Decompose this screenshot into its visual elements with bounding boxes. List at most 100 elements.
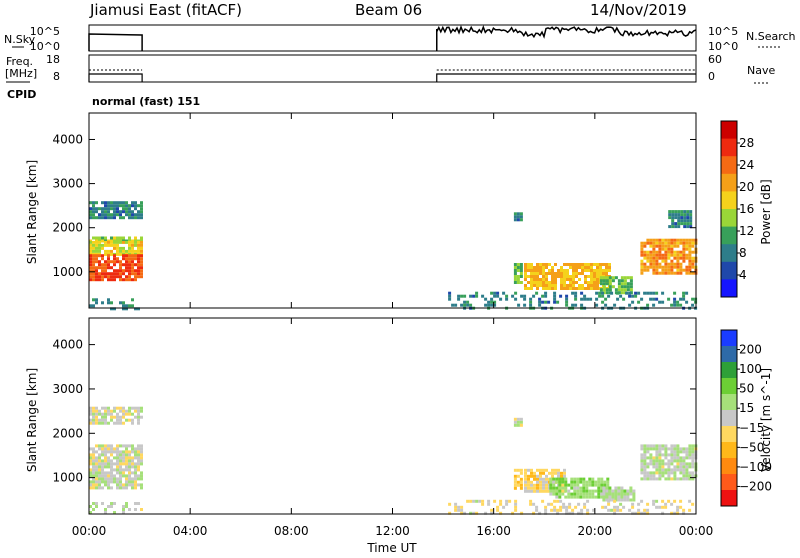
data-cell: [552, 483, 556, 487]
data-cell: [527, 468, 530, 472]
data-cell: [131, 213, 134, 217]
data-cell: [584, 278, 587, 281]
data-cell: [581, 272, 584, 275]
data-cell: [597, 483, 601, 487]
data-cell: [538, 300, 542, 304]
data-cell: [532, 511, 536, 515]
data-cell: [140, 210, 143, 214]
data-cell: [92, 278, 95, 282]
data-cell: [98, 213, 101, 217]
data-cell: [113, 210, 116, 214]
data-cell: [649, 250, 653, 254]
data-cell: [137, 465, 140, 469]
data-cell: [602, 498, 606, 502]
data-cell: [545, 263, 548, 266]
data-cell: [658, 465, 662, 469]
data-cell: [131, 243, 134, 247]
data-cell: [487, 303, 491, 307]
data-cell: [596, 269, 599, 272]
data-cell: [567, 489, 571, 493]
data-cell: [600, 492, 604, 496]
data-cell: [643, 471, 647, 475]
data-cell: [519, 263, 523, 266]
data-cell: [605, 486, 609, 490]
data-cell: [140, 483, 143, 487]
data-cell: [671, 216, 675, 220]
data-cell: [131, 254, 134, 258]
data-cell: [549, 480, 553, 484]
data-cell: [542, 263, 545, 266]
data-cell: [620, 288, 624, 292]
data-cell: [89, 474, 92, 478]
data-cell: [585, 495, 589, 499]
data-cell: [95, 505, 98, 508]
data-cell: [552, 477, 556, 481]
data-cell: [558, 477, 562, 481]
data-cell: [140, 450, 143, 454]
data-cell: [563, 272, 566, 275]
data-cell: [107, 471, 110, 475]
data-cell: [116, 468, 119, 472]
colorbar-tick-label: 28: [739, 136, 754, 150]
data-cell: [125, 474, 128, 478]
data-cell: [134, 406, 137, 410]
data-cell: [95, 474, 98, 478]
data-cell: [570, 483, 574, 487]
data-cell: [682, 256, 686, 260]
data-cell: [104, 213, 107, 217]
data-cell: [95, 201, 98, 205]
data-cell: [658, 459, 662, 463]
data-cell: [689, 225, 693, 229]
data-cell: [602, 269, 605, 272]
data-cell: [541, 300, 545, 304]
data-cell: [595, 303, 599, 307]
data-cell: [454, 502, 458, 506]
data-cell: [137, 307, 140, 311]
data-cell: [652, 250, 656, 254]
data-cell: [95, 409, 98, 413]
data-cell: [524, 278, 527, 281]
data-cell: [604, 297, 608, 301]
data-cell: [670, 477, 674, 481]
data-cell: [92, 216, 95, 220]
data-region: [524, 263, 611, 290]
data-cell: [134, 453, 137, 457]
data-cell: [116, 406, 119, 410]
data-cell: [119, 453, 122, 457]
data-cell: [598, 294, 602, 298]
data-cell: [101, 444, 104, 448]
data-cell: [131, 483, 134, 487]
data-cell: [519, 266, 523, 269]
data-cell: [599, 266, 602, 269]
data-cell: [646, 471, 650, 475]
data-cell: [530, 269, 533, 272]
data-cell: [581, 269, 584, 272]
data-cell: [92, 459, 95, 463]
data-cell: [95, 246, 98, 250]
data-cell: [89, 266, 92, 270]
data-cell: [679, 450, 683, 454]
data-cell: [652, 297, 656, 301]
data-cell: [664, 453, 668, 457]
data-cell: [689, 219, 693, 223]
data-cell: [107, 278, 110, 282]
data-cell: [128, 260, 131, 264]
data-cell: [107, 240, 110, 244]
data-cell: [92, 412, 95, 416]
data-cell: [95, 240, 98, 244]
data-cell: [640, 262, 644, 266]
data-cell: [113, 468, 116, 472]
data-cell: [98, 207, 101, 211]
data-cell: [620, 492, 624, 496]
data-cell: [134, 409, 137, 413]
data-cell: [613, 511, 617, 515]
data-cell: [597, 492, 601, 496]
data-cell: [119, 275, 122, 279]
data-cell: [682, 471, 686, 475]
data-cell: [125, 257, 128, 261]
data-cell: [116, 447, 119, 451]
data-cell: [119, 462, 122, 466]
data-cell: [617, 486, 621, 490]
data-cell: [107, 257, 110, 261]
data-cell: [95, 486, 98, 490]
